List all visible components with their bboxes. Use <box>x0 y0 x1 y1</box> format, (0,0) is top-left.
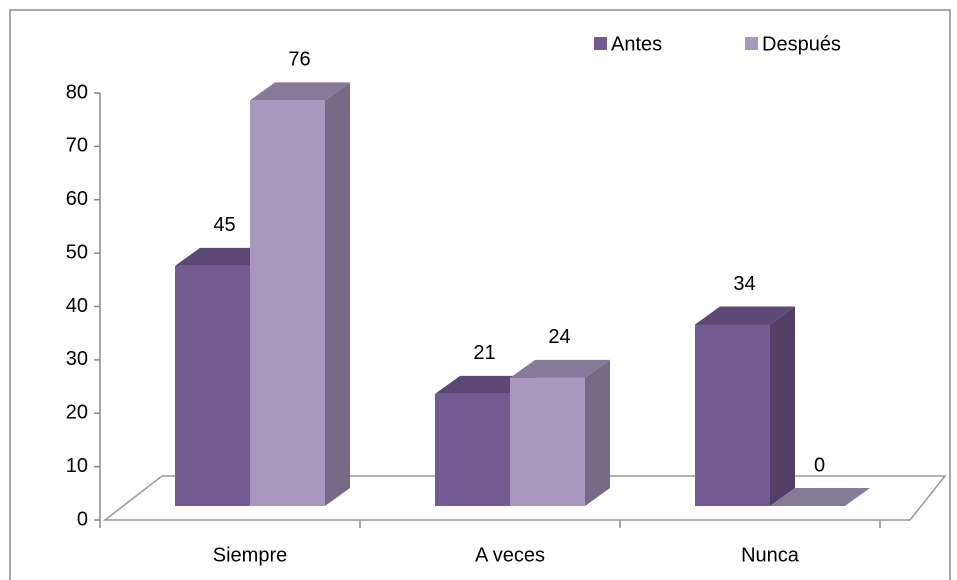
data-label: 45 <box>213 214 235 236</box>
y-tick-label: 20 <box>66 402 88 424</box>
bar <box>175 265 250 506</box>
y-tick-label: 0 <box>77 508 88 530</box>
bar-top <box>695 306 795 325</box>
x-tick-label: Nunca <box>741 544 800 566</box>
y-tick-label: 60 <box>66 188 88 210</box>
data-label: 34 <box>733 273 755 295</box>
legend-label: Después <box>762 33 841 55</box>
data-label: 0 <box>814 454 825 476</box>
y-tick-label: 70 <box>66 135 88 157</box>
bar <box>510 377 585 506</box>
x-tick-label: Siempre <box>213 544 287 566</box>
bar <box>250 100 325 506</box>
legend-swatch <box>594 37 607 50</box>
bar-side <box>585 359 610 506</box>
bar-top <box>250 82 350 101</box>
bar-side <box>770 306 795 506</box>
y-tick-label: 40 <box>66 295 88 317</box>
bar <box>435 393 510 506</box>
y-tick-label: 30 <box>66 348 88 370</box>
bar-side <box>325 82 350 506</box>
legend-swatch <box>745 37 758 50</box>
bar-top <box>510 359 610 378</box>
y-tick-label: 80 <box>66 81 88 103</box>
data-label: 21 <box>473 342 495 364</box>
y-tick-label: 10 <box>66 455 88 477</box>
data-label: 76 <box>288 49 310 71</box>
y-tick-label: 50 <box>66 241 88 263</box>
bar <box>695 324 770 506</box>
x-tick-label: A veces <box>475 544 545 566</box>
chart-frame <box>9 9 951 580</box>
legend-label: Antes <box>611 33 662 55</box>
data-label: 24 <box>548 326 570 348</box>
bar-top <box>770 488 870 506</box>
